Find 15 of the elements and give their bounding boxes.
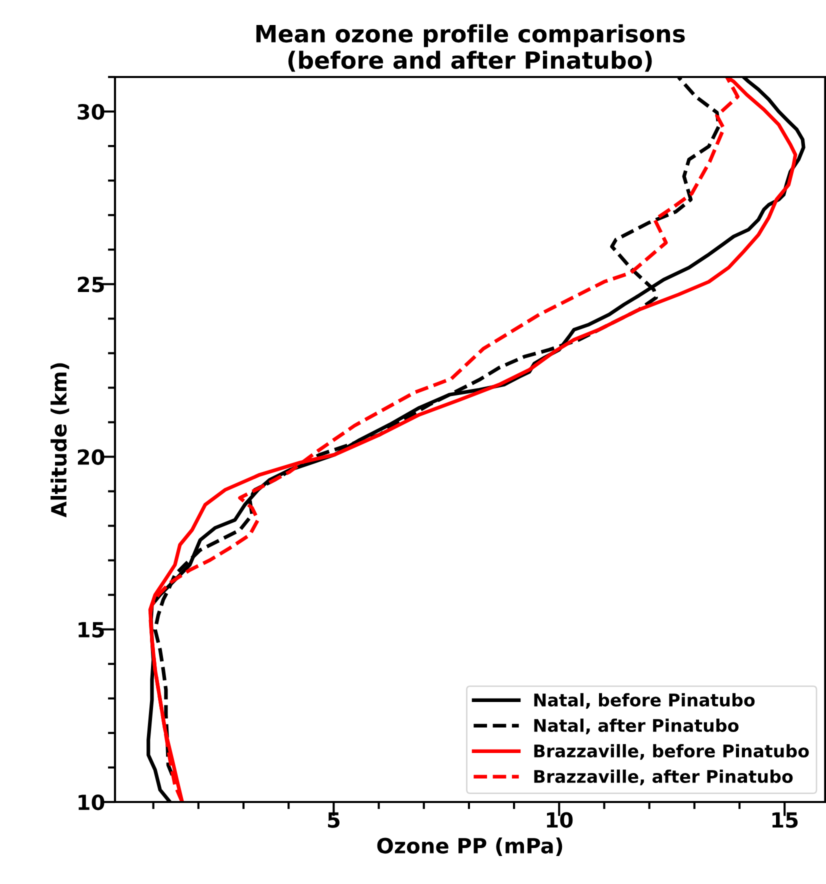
y-tick-label: 30 — [78, 104, 104, 120]
chart-title: Mean ozone profile comparisons (before and after Pinatubo) — [256, 24, 685, 72]
x-tick-label: 10 — [546, 812, 573, 828]
x-tick-label: 5 — [328, 812, 340, 828]
x-axis-title: Ozone PP (mPa) — [377, 837, 562, 856]
y-tick-label: 15 — [78, 622, 104, 638]
legend-label: Natal, before Pinatubo — [534, 693, 755, 709]
y-axis-title: Altitude (km) — [50, 363, 70, 518]
y-tick-label: 20 — [78, 449, 104, 465]
legend-label: Natal, after Pinatubo — [534, 718, 739, 734]
y-tick-label: 25 — [78, 276, 104, 292]
x-tick-label: 15 — [772, 812, 798, 828]
legend-label: Brazzaville, before Pinatubo — [534, 744, 809, 760]
legend-label: Brazzaville, after Pinatubo — [534, 770, 793, 786]
y-tick-label: 10 — [78, 794, 104, 810]
